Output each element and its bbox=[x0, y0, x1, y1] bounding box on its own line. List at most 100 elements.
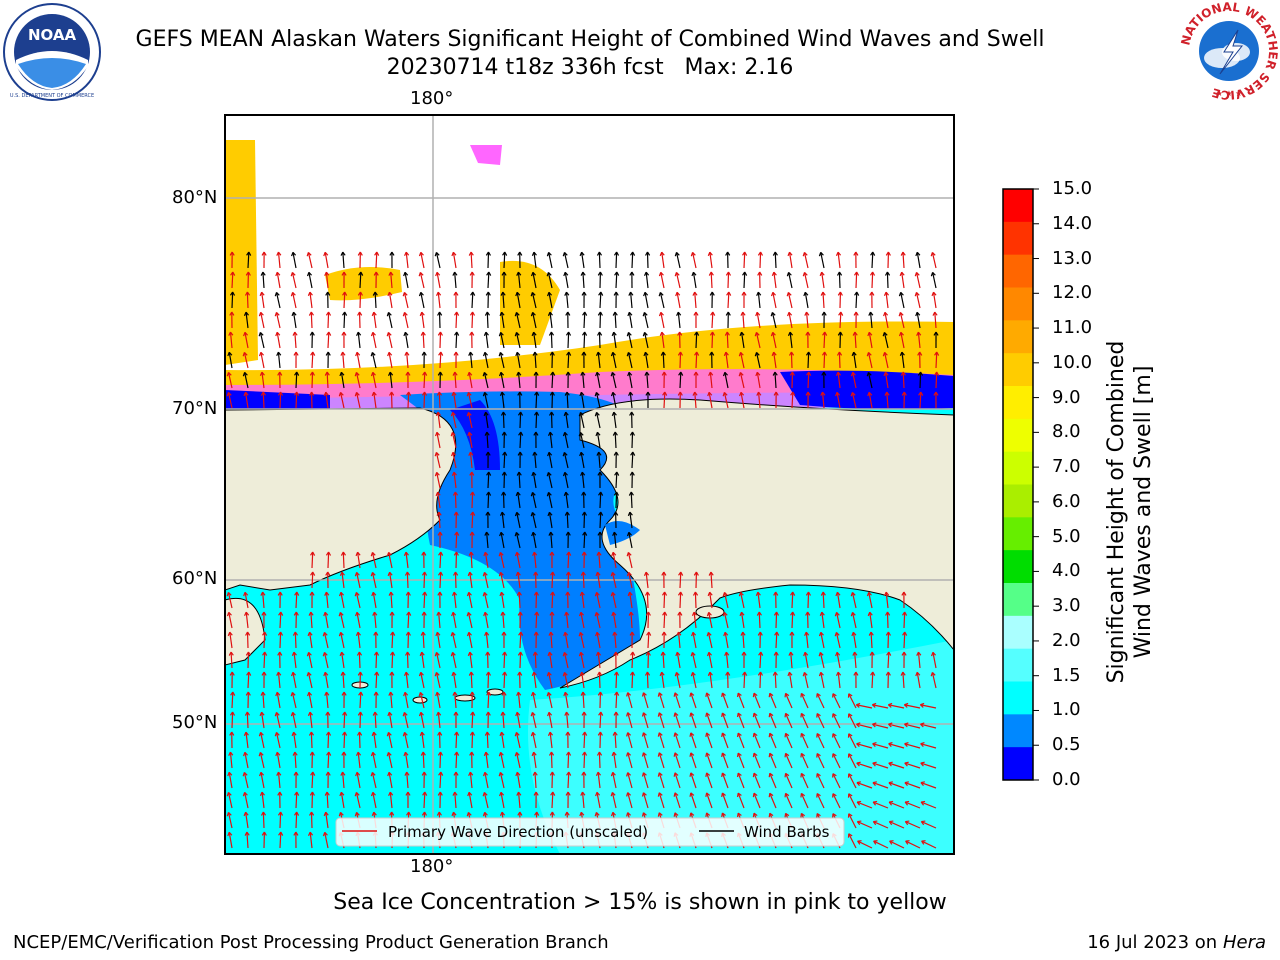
wave-direction-arrow bbox=[930, 651, 937, 669]
wave-direction-arrow bbox=[340, 771, 346, 789]
wave-direction-arrow bbox=[595, 651, 602, 669]
wave-direction-arrow bbox=[389, 611, 395, 629]
colorbar-tick-label: 5.0 bbox=[1052, 525, 1081, 547]
wave-direction-arrow bbox=[290, 671, 297, 689]
wind-barb bbox=[804, 311, 810, 329]
wave-direction-arrow bbox=[226, 391, 233, 409]
swell-patch bbox=[528, 640, 954, 854]
wind-barb bbox=[227, 351, 233, 369]
wind-barb bbox=[613, 451, 619, 469]
wave-direction-arrow bbox=[626, 792, 633, 809]
wave-direction-arrow bbox=[291, 731, 297, 749]
wave-direction-arrow bbox=[274, 711, 281, 729]
wave-direction-arrow bbox=[387, 571, 393, 589]
wave-direction-arrow bbox=[357, 711, 363, 729]
wave-direction-arrow bbox=[355, 631, 361, 649]
chart-title: GEFS MEAN Alaskan Waters Significant Hei… bbox=[110, 26, 1070, 82]
wave-direction-arrow bbox=[354, 591, 361, 609]
wave-direction-arrow bbox=[309, 591, 315, 609]
wave-direction-arrow bbox=[580, 791, 586, 809]
wind-barb bbox=[934, 371, 940, 389]
wind-barb bbox=[597, 471, 603, 489]
wave-direction-arrow bbox=[722, 391, 729, 409]
wind-barb bbox=[324, 371, 330, 389]
wave-direction-arrow bbox=[800, 752, 809, 769]
wave-direction-arrow bbox=[784, 792, 793, 809]
wave-direction-arrow bbox=[626, 571, 633, 589]
wind-barb bbox=[546, 251, 553, 269]
wind-barb bbox=[610, 351, 617, 369]
wave-direction-arrow bbox=[773, 391, 779, 409]
wave-direction-arrow bbox=[857, 840, 873, 849]
wind-barb bbox=[244, 291, 251, 309]
footer-host: Hera bbox=[1222, 932, 1266, 953]
wind-barb bbox=[530, 271, 537, 289]
wave-direction-arrow bbox=[243, 391, 249, 409]
wind-barb bbox=[837, 331, 843, 349]
wind-barb bbox=[533, 411, 540, 429]
wave-direction-arrow bbox=[294, 791, 300, 809]
wind-barb bbox=[402, 311, 409, 329]
wave-direction-arrow bbox=[689, 712, 697, 729]
wave-direction-arrow bbox=[847, 773, 857, 789]
wave-direction-arrow bbox=[657, 772, 665, 789]
wind-barb bbox=[787, 331, 794, 349]
wave-direction-arrow bbox=[390, 631, 396, 649]
wave-direction-arrow bbox=[307, 691, 313, 709]
wave-direction-arrow bbox=[789, 631, 795, 649]
wave-direction-arrow bbox=[677, 611, 683, 629]
wind-barb bbox=[515, 351, 521, 369]
wind-barb bbox=[598, 491, 604, 509]
wave-direction-arrow bbox=[277, 811, 284, 829]
wave-direction-arrow bbox=[819, 611, 825, 629]
colorbar-tick-label: 12.0 bbox=[1052, 282, 1093, 304]
wave-direction-arrow bbox=[341, 751, 347, 769]
wind-barb bbox=[898, 331, 905, 349]
wind-barb bbox=[486, 271, 492, 289]
wind-barb bbox=[771, 351, 777, 369]
wind-barb bbox=[803, 291, 809, 309]
wind-barb bbox=[546, 471, 553, 489]
wind-barb bbox=[899, 271, 905, 289]
wave-direction-arrow bbox=[357, 731, 363, 749]
wind-barb bbox=[532, 351, 538, 369]
wind-barb bbox=[419, 311, 425, 329]
wind-barb bbox=[388, 371, 394, 389]
wind-barb bbox=[514, 331, 521, 349]
wind-barb bbox=[372, 291, 378, 309]
wave-direction-arrow bbox=[847, 733, 857, 749]
wave-direction-arrow bbox=[436, 391, 443, 409]
wind-barb bbox=[613, 511, 619, 529]
wind-barb bbox=[565, 331, 572, 349]
wave-direction-arrow bbox=[847, 793, 857, 809]
wave-direction-arrow bbox=[803, 651, 809, 669]
wind-barb bbox=[802, 251, 809, 269]
wind-barb bbox=[325, 311, 332, 329]
wind-barb bbox=[883, 371, 889, 389]
wave-direction-arrow bbox=[260, 591, 266, 609]
wave-direction-arrow bbox=[768, 692, 777, 709]
wind-barb bbox=[614, 471, 620, 489]
wind-barb bbox=[470, 291, 476, 309]
wind-barb bbox=[246, 251, 252, 269]
wind-barb bbox=[676, 311, 682, 329]
wave-direction-arrow bbox=[920, 761, 937, 769]
colorbar-title: Significant Height of Combined Wind Wave… bbox=[1103, 312, 1157, 712]
wave-direction-arrow bbox=[403, 551, 409, 569]
wave-direction-arrow bbox=[736, 692, 745, 709]
wind-barb bbox=[742, 251, 748, 269]
wave-direction-arrow bbox=[626, 551, 633, 569]
wave-direction-arrow bbox=[904, 761, 921, 769]
colorbar-segment bbox=[1003, 681, 1033, 715]
wave-direction-arrow bbox=[752, 732, 761, 749]
wave-direction-arrow bbox=[326, 751, 332, 769]
wave-direction-arrow bbox=[847, 833, 857, 849]
wind-barb bbox=[564, 291, 570, 309]
wave-direction-arrow bbox=[324, 591, 330, 609]
wave-direction-arrow bbox=[550, 571, 556, 589]
wave-direction-arrow bbox=[707, 591, 713, 609]
wave-direction-arrow bbox=[451, 591, 458, 609]
wave-direction-arrow bbox=[373, 631, 379, 649]
wave-direction-arrow bbox=[933, 391, 939, 409]
wind-barb bbox=[724, 331, 730, 349]
